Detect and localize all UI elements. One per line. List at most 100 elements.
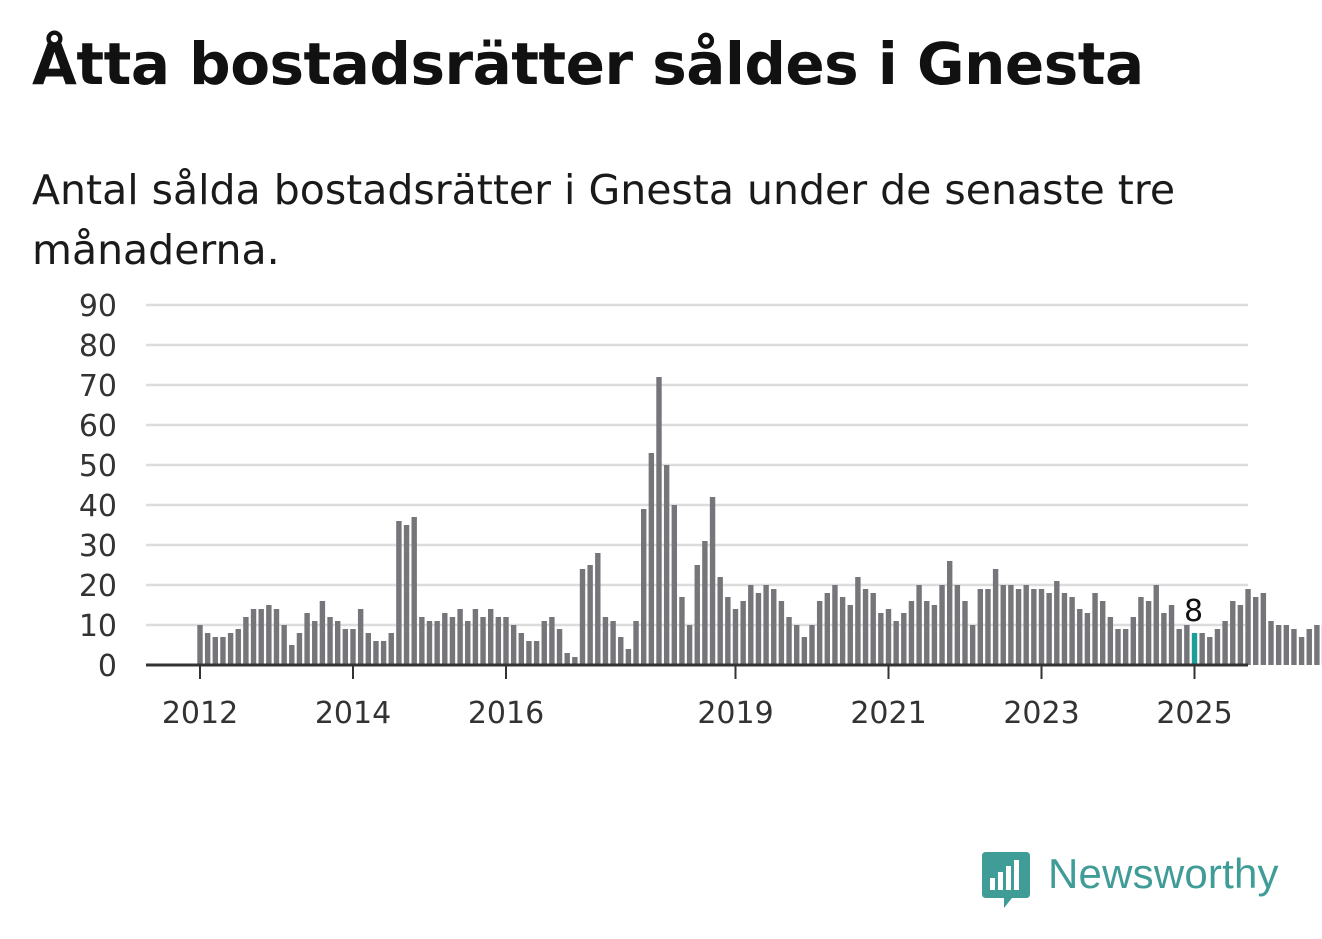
- bar: [1283, 625, 1289, 665]
- bar: [771, 589, 777, 665]
- bar: [472, 609, 479, 665]
- bar: [1306, 629, 1312, 665]
- bar: [755, 593, 762, 665]
- bar: [1077, 609, 1083, 665]
- bar: [266, 605, 272, 665]
- y-tick-label: 90: [79, 289, 117, 324]
- highlighted-bar: [1191, 633, 1198, 665]
- bar: [702, 541, 708, 665]
- bar: [602, 617, 609, 665]
- bar: [1100, 601, 1106, 665]
- bar: [725, 597, 731, 665]
- bar: [235, 629, 241, 665]
- bar: [1046, 593, 1052, 665]
- bar: [1268, 621, 1274, 665]
- bar: [365, 633, 371, 665]
- bar: [885, 609, 892, 665]
- bar: [1054, 581, 1060, 665]
- bar: [1130, 617, 1136, 665]
- bar: [258, 609, 264, 665]
- bar: [1153, 585, 1159, 665]
- bar: [832, 585, 838, 665]
- bar: [1061, 593, 1068, 665]
- bar: [227, 633, 234, 665]
- bar: [1260, 593, 1267, 665]
- bar: [579, 569, 586, 665]
- bar: [931, 605, 938, 665]
- bar: [1168, 605, 1175, 665]
- bar: [449, 617, 456, 665]
- bar: [373, 641, 379, 665]
- bar: [1176, 629, 1182, 665]
- bar: [595, 553, 601, 665]
- bar: [1084, 613, 1091, 665]
- bar: [947, 561, 953, 665]
- y-tick-label: 60: [79, 409, 117, 444]
- bar: [1253, 597, 1259, 665]
- chart-title: Åtta bostadsrätter såldes i Gnesta: [32, 30, 1144, 98]
- bar: [1115, 629, 1121, 665]
- bar: [740, 601, 746, 665]
- bar: [197, 625, 203, 665]
- bar: [434, 621, 440, 665]
- bar: [273, 609, 280, 665]
- bar: [327, 617, 333, 665]
- bar: [709, 497, 716, 665]
- bar: [304, 613, 310, 665]
- bar: [663, 465, 670, 665]
- y-tick-label: 80: [79, 329, 117, 364]
- bar: [357, 609, 364, 665]
- chart-subtitle: Antal sålda bostadsrätter i Gnesta under…: [32, 166, 1176, 274]
- bar: [1237, 605, 1244, 665]
- bar: [1291, 629, 1297, 665]
- bar: [671, 505, 677, 665]
- bar: [1214, 629, 1221, 665]
- bar: [686, 625, 693, 665]
- newsworthy-logo: Newsworthy: [980, 850, 1290, 914]
- x-tick-label: 2023: [1003, 696, 1079, 731]
- bar: [396, 521, 402, 665]
- bar: [969, 625, 976, 665]
- y-tick-label: 40: [79, 489, 117, 524]
- bar: [977, 589, 983, 665]
- bar: [380, 641, 387, 665]
- bar: [350, 629, 356, 665]
- bar: [426, 621, 433, 665]
- bar: [204, 633, 211, 665]
- bar: [488, 609, 494, 665]
- bar: [794, 625, 800, 665]
- bar: [587, 565, 593, 665]
- bar: [1038, 589, 1045, 665]
- bar: [495, 617, 502, 665]
- x-tick-label: 2021: [850, 696, 926, 731]
- bar: [1138, 597, 1144, 665]
- bar: [1008, 585, 1014, 665]
- bar: [289, 645, 295, 665]
- bar: [342, 629, 349, 665]
- y-tick-label: 10: [79, 609, 117, 644]
- y-tick-label: 30: [79, 529, 117, 564]
- bar: [319, 601, 326, 665]
- newsworthy-logo-icon: [982, 852, 1030, 908]
- bar: [457, 609, 463, 665]
- bar: [992, 569, 999, 665]
- bar: [1069, 597, 1075, 665]
- bar: [717, 577, 723, 665]
- bar: [1161, 613, 1167, 665]
- bar: [916, 585, 922, 665]
- bar: [1275, 625, 1282, 665]
- bar: [572, 657, 578, 665]
- bar: [641, 509, 647, 665]
- bar: [296, 633, 303, 665]
- bar: [1023, 585, 1029, 665]
- bar: [1207, 637, 1213, 665]
- bar: [510, 625, 517, 665]
- bar: [526, 641, 532, 665]
- bar: [618, 637, 624, 665]
- bar: [816, 601, 823, 665]
- x-tick-label: 2014: [315, 696, 391, 731]
- bar: [243, 617, 249, 665]
- bar: [985, 589, 991, 665]
- bar: [893, 621, 899, 665]
